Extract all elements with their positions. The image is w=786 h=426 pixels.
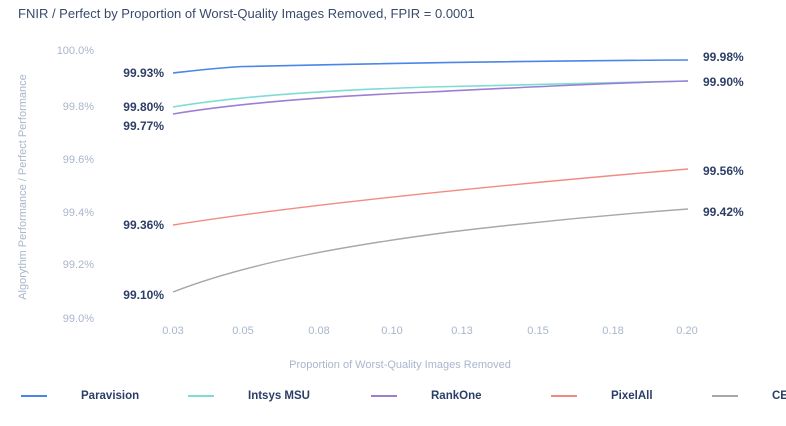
start-label-paravision: 99.93%: [123, 66, 164, 80]
legend-label: Paravision: [81, 390, 140, 402]
chart-title: FNIR / Perfect by Proportion of Worst-Qu…: [18, 6, 475, 21]
series-line-ceic: [172, 208, 689, 293]
legend-swatch-icon: [712, 395, 738, 397]
series-line-intsys-msu: [172, 80, 689, 108]
y-tick: 99.8%: [62, 101, 94, 113]
legend-label: CEIC: [772, 390, 786, 402]
start-label-ceic: 99.10%: [123, 288, 164, 302]
x-tick: 0.05: [232, 325, 254, 337]
legend-swatch-icon: [188, 395, 214, 397]
legend-label: Intsys MSU: [248, 390, 310, 402]
y-tick: 99.4%: [62, 207, 94, 219]
end-label-ceic: 99.42%: [703, 205, 744, 219]
y-tick: 100.0%: [56, 45, 94, 57]
series-line-rankone: [172, 80, 689, 115]
start-label-intsys-msu: 99.80%: [123, 100, 164, 114]
y-tick: 99.2%: [62, 259, 94, 271]
y-tick: 99.0%: [62, 313, 94, 325]
legend-swatch-icon: [371, 395, 397, 397]
legend-label: RankOne: [431, 390, 482, 402]
x-tick: 0.15: [527, 325, 549, 337]
legend-item-intsys-msu[interactable]: Intsys MSU: [188, 390, 310, 402]
end-label-pixelall: 99.56%: [703, 164, 744, 178]
y-tick: 99.6%: [62, 154, 94, 166]
legend-item-paravision[interactable]: Paravision: [21, 390, 139, 402]
end-label-intsys-rankone: 99.90%: [703, 75, 744, 89]
legend-swatch-icon: [21, 395, 47, 397]
x-tick: 0.18: [602, 325, 624, 337]
end-label-paravision: 99.98%: [703, 50, 744, 64]
x-tick: 0.08: [308, 325, 330, 337]
start-label-rankone: 99.77%: [123, 119, 164, 133]
x-tick: 0.20: [676, 325, 698, 337]
legend-item-pixelall[interactable]: PixelAll: [551, 390, 653, 402]
legend-item-ceic[interactable]: CEIC: [712, 390, 786, 402]
x-tick: 0.13: [451, 325, 473, 337]
legend-swatch-icon: [551, 395, 577, 397]
x-axis-label: Proportion of Worst-Quality Images Remov…: [289, 359, 511, 371]
series-line-pixelall: [172, 168, 689, 226]
legend-item-rankone[interactable]: RankOne: [371, 390, 482, 402]
start-label-pixelall: 99.36%: [123, 218, 164, 232]
x-tick: 0.03: [162, 325, 184, 337]
x-tick: 0.10: [381, 325, 403, 337]
legend-label: PixelAll: [611, 390, 653, 402]
series-line-paravision: [172, 59, 689, 74]
